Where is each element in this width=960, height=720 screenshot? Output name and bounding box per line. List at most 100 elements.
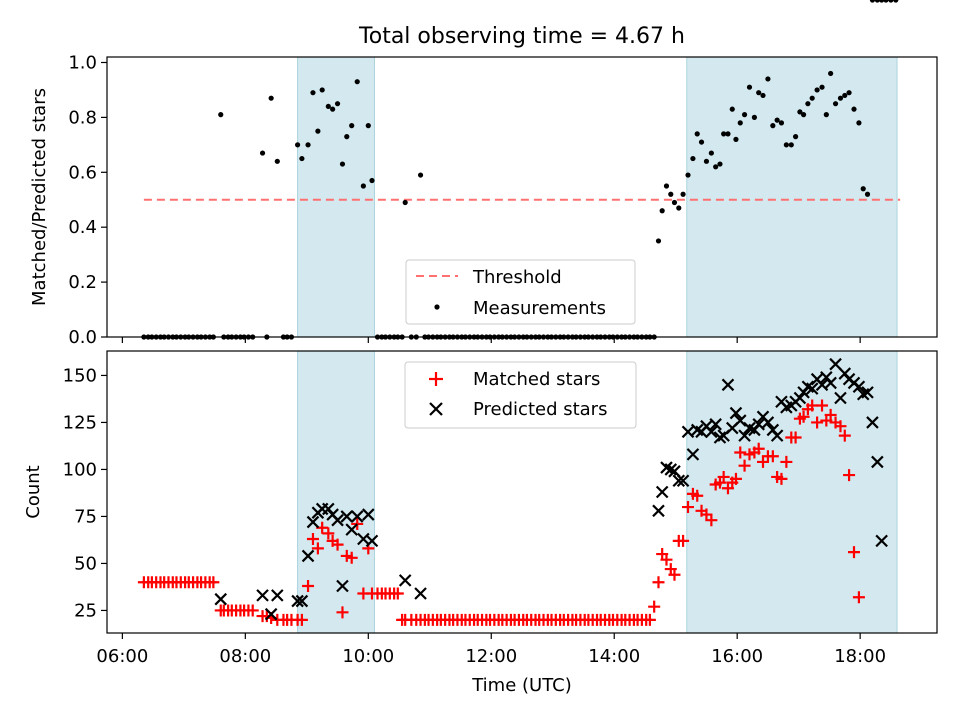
measurements-point: [268, 95, 274, 101]
predicted-stars-point: [866, 416, 879, 429]
measurements-point: [354, 79, 360, 85]
bottom-axes-frame: [106, 350, 938, 634]
measurements-point: [792, 134, 799, 140]
x-tick-label: 12:00: [465, 646, 517, 667]
predicted-stars-point: [705, 425, 718, 439]
measurements-point: [869, 0, 876, 3]
matched-legend-swatch: [429, 372, 443, 386]
y-tick-label: 25: [74, 600, 97, 621]
predicted-stars-point: [340, 510, 354, 523]
predicted-stars-point: [709, 418, 722, 431]
matched-stars-point: [852, 591, 865, 604]
predicted-stars-point: [295, 594, 309, 608]
measurements-point: [879, 0, 885, 3]
matched-stars-point: [668, 568, 681, 581]
measurements-point: [778, 120, 785, 126]
bottom-y-ticks: 25 50 75 100 125 150: [63, 365, 107, 621]
ratio-panel: 0.0 0.2 0.4 0.6 0.8 1.0 Matched/Predicted sta…: [29, 0, 938, 348]
matched-stars-point: [246, 604, 259, 617]
predicted-stars-point: [681, 425, 695, 439]
measurements-point: [713, 164, 719, 170]
measurements-point: [842, 92, 848, 99]
measurements-point: [770, 123, 776, 129]
top-y-axis-label: Matched/Predicted stars: [29, 88, 50, 306]
measurements-point: [315, 128, 321, 134]
matched-stars-point: [738, 459, 751, 472]
predicted-stars-point: [733, 414, 747, 427]
predicted-stars-point: [652, 504, 665, 518]
measurements-point: [837, 95, 844, 101]
x-tick-label: 18:00: [834, 646, 886, 667]
measurements-point: [805, 101, 811, 107]
measurements-point: [733, 136, 739, 142]
measurements-point: [685, 172, 691, 178]
measurements-point: [299, 155, 305, 162]
predicted-stars-point: [398, 574, 412, 587]
predicted-stars-point: [805, 382, 819, 395]
shaded-interval: [686, 56, 898, 338]
measurements-point: [274, 158, 280, 164]
measurements-point: [294, 142, 301, 148]
measurements-point: [800, 112, 807, 118]
measurements-point: [339, 161, 346, 167]
threshold-legend-label: Threshold: [472, 267, 562, 288]
measurements-point: [369, 177, 375, 184]
y-tick-label: 0.6: [68, 162, 97, 183]
matched-legend-label: Matched stars: [473, 369, 600, 390]
measurements-point: [344, 134, 350, 140]
top-legend: Threshold Measurements: [405, 259, 636, 325]
matched-stars-point: [775, 472, 788, 485]
measurements-point: [725, 131, 731, 137]
matched-stars-point: [705, 514, 718, 527]
measurements-point: [655, 238, 662, 244]
predicted-stars-point: [214, 592, 228, 606]
measurements-point: [676, 205, 682, 211]
x-tick-label: 16:00: [711, 646, 763, 667]
measurements-legend-swatch: [434, 304, 440, 310]
y-tick-label: 125: [63, 412, 97, 433]
predicted-stars-point: [861, 386, 874, 399]
count-panel: 25 50 75 100 125 150 06:00 08:00 10:00 12:00 14:0…: [23, 350, 938, 696]
bottom-x-ticks: 06:00 08:00 10:00 12:00 14:00 16:00 18:00: [96, 633, 886, 667]
count-marks: [138, 359, 888, 626]
predicted-stars-point: [875, 534, 888, 548]
measurements-point: [846, 90, 852, 96]
predicted-stars-point: [264, 607, 278, 621]
matched-stars-point: [677, 534, 690, 547]
x-tick-label: 06:00: [96, 646, 148, 667]
matched-stars-point: [834, 420, 847, 433]
matched-stars-point: [391, 587, 404, 600]
predicted-stars-point: [414, 587, 427, 600]
matched-stars-point: [660, 553, 673, 566]
measurements-point: [310, 90, 316, 96]
y-tick-label: 100: [63, 459, 97, 480]
measurements-point: [851, 106, 857, 112]
matched-stars-point: [322, 527, 335, 540]
measurements-point: [417, 172, 424, 178]
matched-stars-point: [797, 410, 810, 423]
predicted-stars-point: [271, 589, 284, 602]
matched-stars-point: [682, 501, 694, 514]
predicted-stars-point: [834, 391, 847, 405]
measurements-point: [860, 186, 866, 192]
predicted-stars-point: [362, 508, 375, 521]
measurements-point: [319, 87, 325, 93]
measurements-point: [819, 84, 825, 90]
matched-stars-point: [331, 538, 344, 551]
y-tick-label: 50: [74, 553, 97, 574]
y-tick-label: 0.0: [68, 327, 97, 348]
measurements-point: [741, 112, 748, 118]
measurements-point: [330, 106, 336, 112]
measurements-point: [783, 142, 789, 148]
x-tick-label: 08:00: [219, 646, 271, 667]
matched-stars-point: [843, 469, 856, 482]
shaded-interval: [297, 56, 375, 338]
predicted-stars-point: [664, 463, 678, 476]
measurements-point: [717, 161, 723, 167]
y-tick-label: 150: [63, 365, 97, 386]
matched-stars-point: [351, 517, 364, 530]
predicted-stars-point: [256, 589, 269, 602]
measurements-point: [760, 92, 766, 99]
measurements-point: [402, 199, 408, 206]
